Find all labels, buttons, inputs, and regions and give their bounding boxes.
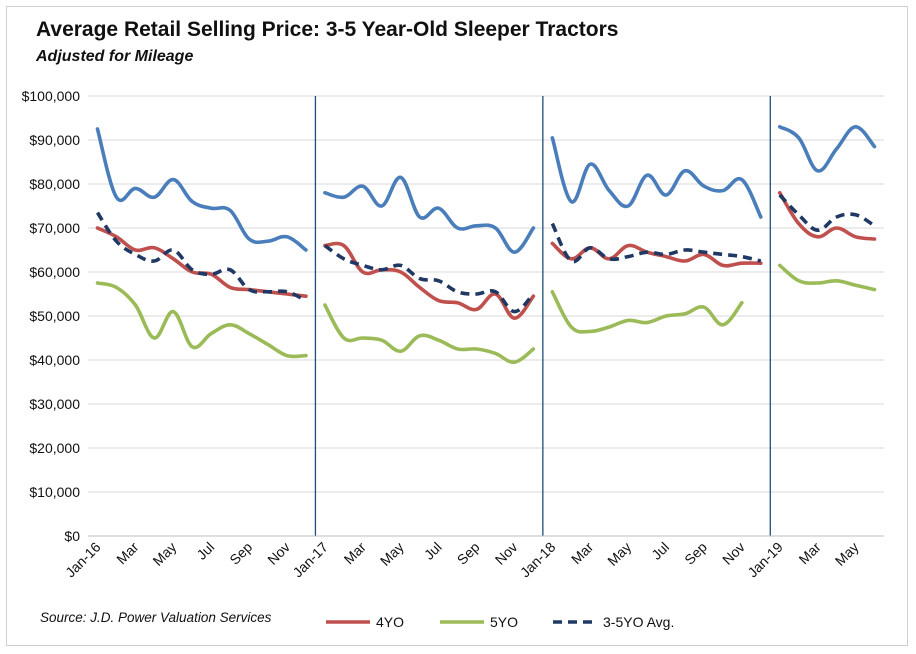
legend-label: 3-5YO Avg. (603, 614, 674, 630)
gridlines (88, 95, 884, 493)
series-line-segment (550, 290, 744, 334)
series-line-segment (777, 263, 877, 292)
y-tick-label: $40,000 (29, 352, 80, 368)
series-line-segment (778, 193, 876, 232)
x-tick-label: Jan-18 (517, 539, 559, 581)
x-tick-label: Sep (454, 539, 483, 568)
x-tick-label: Nov (719, 539, 748, 568)
x-tick-label: May (377, 539, 407, 569)
x-tick-label: Jan-16 (62, 539, 104, 581)
x-tick-label: Mar (795, 539, 824, 568)
y-tick-label: $20,000 (29, 440, 80, 456)
x-tick-label: Jan-19 (744, 539, 786, 581)
x-tick-label: Nov (492, 539, 521, 568)
x-tick-label: May (604, 539, 634, 569)
source-note: Source: J.D. Power Valuation Services (40, 610, 272, 625)
x-tick-label: May (149, 539, 179, 569)
series-line-segment (323, 241, 536, 320)
y-axis-ticks: $0 $10,000 $20,000 $30,000 $40,000 $50,000 $60… (22, 88, 81, 544)
x-tick-label: Mar (113, 539, 142, 568)
y-tick-label: $30,000 (29, 396, 80, 412)
x-tick-label: Mar (568, 539, 597, 568)
series-line-segment (323, 175, 536, 254)
x-tick-label: Jul (648, 539, 672, 563)
y-tick-label: $60,000 (29, 264, 80, 280)
x-tick-label: May (832, 539, 862, 569)
y-tick-label: $80,000 (29, 176, 80, 192)
series-line-segment (777, 125, 877, 173)
x-tick-label: Sep (226, 539, 255, 568)
series-line-segment (777, 191, 877, 241)
series-line-segment (550, 222, 762, 264)
x-tick-label: Nov (264, 539, 293, 568)
y-tick-label: $100,000 (22, 88, 81, 104)
series-lines (95, 125, 877, 365)
chart-frame (6, 6, 908, 646)
series-line-segment (95, 127, 308, 252)
year-dividers (314, 96, 771, 536)
chart-subtitle: Adjusted for Mileage (36, 48, 194, 65)
series-line-segment (95, 211, 307, 303)
series-line-segment (323, 244, 535, 314)
x-tick-label: Mar (341, 539, 370, 568)
y-tick-label: $0 (64, 528, 80, 544)
series-5yo (95, 263, 877, 365)
series-line-segment (550, 136, 763, 219)
y-tick-label: $50,000 (29, 308, 80, 324)
y-tick-label: $70,000 (29, 220, 80, 236)
chart-title: Average Retail Selling Price: 3-5 Year-O… (36, 18, 619, 41)
legend-label: 5YO (490, 614, 518, 630)
series-unlabeled (95, 125, 877, 254)
series-3-5yo-avg- (95, 193, 876, 314)
y-tick-label: $10,000 (29, 484, 80, 500)
legend: 4YO 5YO 3-5YO Avg. (326, 614, 674, 630)
x-tick-label: Jul (193, 539, 217, 563)
x-tick-label: Jan-17 (289, 539, 331, 581)
series-line-segment (323, 303, 536, 365)
x-tick-label: Sep (681, 539, 710, 568)
legend-label: 4YO (376, 614, 404, 630)
y-tick-label: $90,000 (29, 132, 80, 148)
series-line-segment (95, 281, 308, 359)
x-tick-label: Jul (421, 539, 445, 563)
